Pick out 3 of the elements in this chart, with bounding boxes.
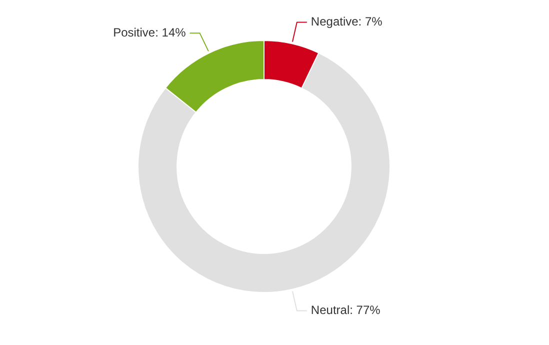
slice-label: Neutral: 77%: [310, 303, 381, 318]
slice-label: Negative: 7%: [310, 14, 383, 29]
slice-label: Positive: 14%: [113, 25, 186, 40]
